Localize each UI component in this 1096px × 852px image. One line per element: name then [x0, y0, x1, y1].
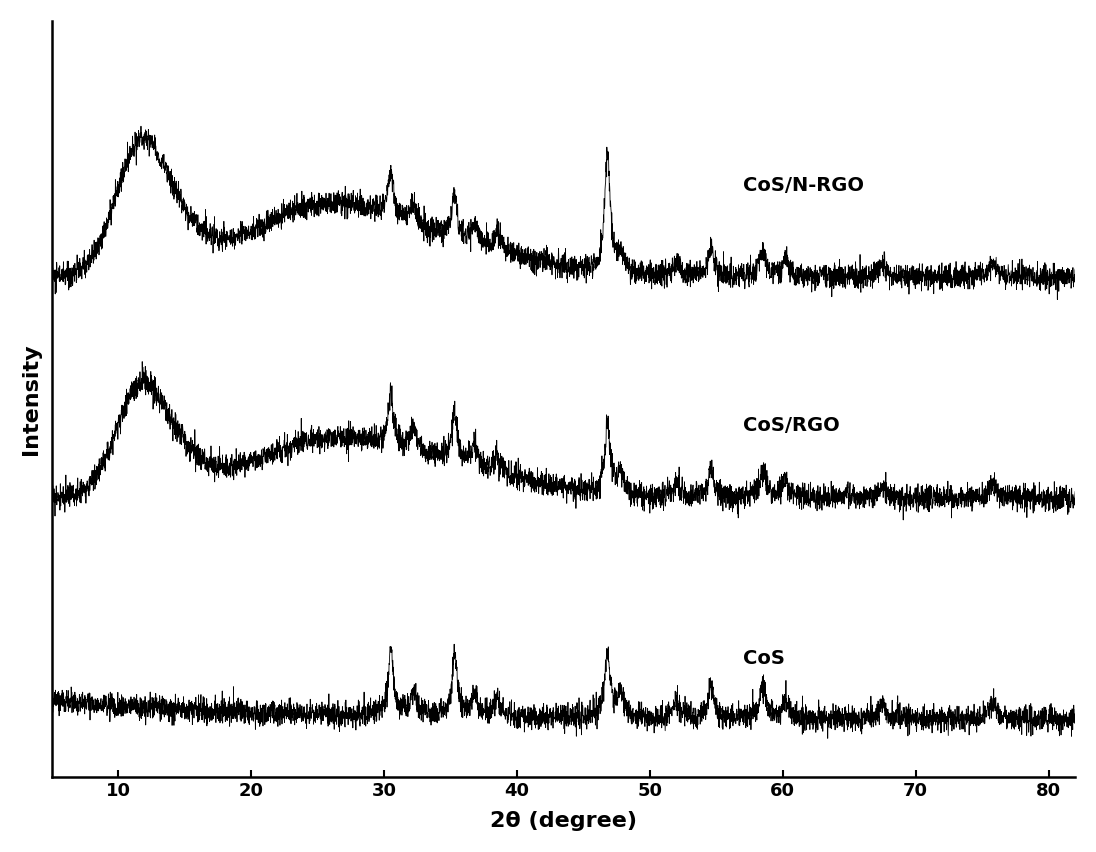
Text: CoS: CoS	[743, 649, 785, 668]
X-axis label: 2θ (degree): 2θ (degree)	[490, 811, 637, 832]
Y-axis label: Intensity: Intensity	[21, 343, 41, 455]
Text: CoS/RGO: CoS/RGO	[743, 416, 840, 435]
Text: CoS/N-RGO: CoS/N-RGO	[743, 176, 864, 195]
